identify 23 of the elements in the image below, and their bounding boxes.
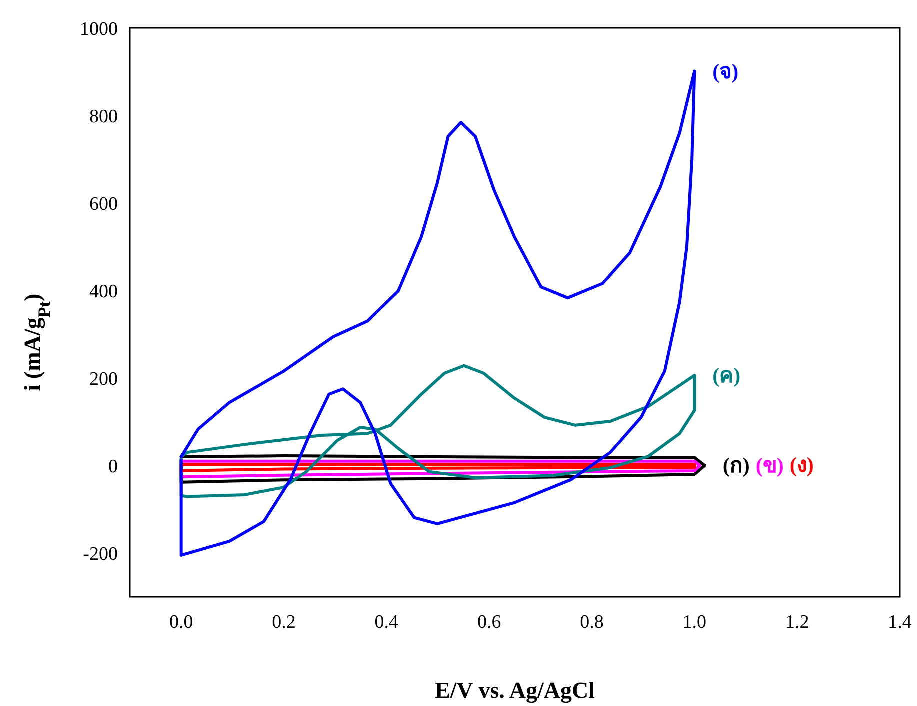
- text: (ข): [756, 454, 784, 478]
- series-label: (ก): [722, 454, 750, 478]
- x-tick-label: 0.4: [374, 612, 400, 633]
- x-tick-label: 1.2: [785, 612, 810, 633]
- y-tick-label: -200: [83, 544, 118, 566]
- y-tick-label: 200: [90, 369, 118, 390]
- series-label: (จ): [712, 59, 739, 84]
- y-tick-label: 600: [90, 194, 118, 216]
- x-tick-label: 0.0: [169, 612, 194, 633]
- y-tick-label: 1000: [80, 19, 118, 40]
- x-tick-label: 0.8: [580, 612, 604, 633]
- line-series: [180, 364, 696, 498]
- x-tick-label: 1.0: [682, 612, 707, 633]
- x-tick-label: 1.4: [888, 612, 912, 633]
- x-tick-label: 0.6: [477, 612, 502, 633]
- line-series: [180, 70, 696, 557]
- y-tick-label: 800: [90, 106, 118, 128]
- text: (ง): [790, 452, 814, 477]
- x-axis-title: E/V vs. Ag/AgCl: [435, 678, 595, 704]
- y-tick-label: 400: [90, 282, 118, 303]
- series-label: (ค): [712, 364, 741, 388]
- y-tick-label: 0: [108, 456, 118, 478]
- x-tick-label: 0.2: [272, 612, 296, 633]
